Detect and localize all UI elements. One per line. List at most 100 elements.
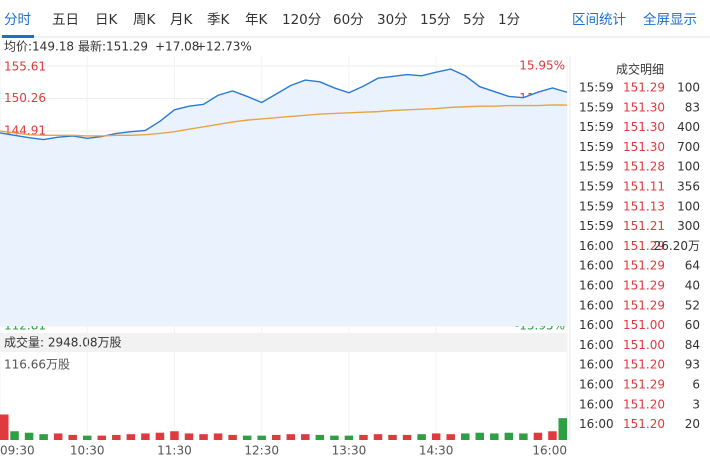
volume-bar (0, 414, 9, 440)
trade-price: 151.29 (623, 81, 665, 95)
volume-bar (155, 432, 165, 440)
y-tick-label: 144.91 (4, 124, 46, 138)
volume-bar (97, 435, 107, 440)
volume-bar (242, 435, 252, 440)
volume-bar (417, 434, 426, 440)
avg-line (0, 104, 568, 137)
tab[interactable]: 年K (245, 12, 268, 28)
volume-bar (286, 434, 296, 440)
trade-price: 151.13 (623, 199, 665, 213)
volume-bar (257, 435, 266, 440)
trade-time: 16:00 (579, 378, 614, 392)
tab[interactable]: 15分 (420, 12, 451, 28)
volume-bar (490, 433, 499, 440)
volume-bar (141, 433, 150, 440)
tab[interactable]: 5分 (463, 12, 485, 28)
x-tick-label: 12:30 (244, 444, 279, 458)
trade-volume: 300 (677, 219, 700, 233)
x-tick-label: 16:00 (532, 444, 567, 458)
price-line (0, 68, 568, 141)
x-tick-label: 09:30 (0, 444, 35, 458)
trade-price: 151.11 (623, 180, 665, 194)
trade-volume: 3 (692, 397, 700, 411)
x-tick-label: 11:30 (157, 444, 192, 458)
volume-bar (126, 434, 136, 440)
trade-time: 15:59 (579, 160, 614, 174)
tab[interactable]: 120分 (282, 12, 321, 28)
tab[interactable]: 日K (95, 12, 118, 28)
tab[interactable]: 分时 (4, 12, 31, 28)
trade-time: 16:00 (579, 279, 614, 293)
trade-volume: 356 (677, 180, 700, 194)
trade-price: 151.29 (623, 378, 665, 392)
volume-bar (82, 435, 92, 440)
change: +17.08 (155, 40, 199, 54)
trade-time: 15:59 (579, 219, 614, 233)
trade-price: 151.20 (623, 417, 665, 431)
tab[interactable]: 周K (133, 12, 156, 28)
volume-axis-label: 116.66万股 (4, 358, 70, 372)
volume-bar (184, 433, 194, 440)
trade-volume: 26.20万 (654, 239, 700, 253)
trade-volume: 20 (685, 417, 700, 431)
volume-bar (504, 432, 514, 440)
trade-time: 15:59 (579, 140, 614, 154)
tab[interactable]: 五日 (52, 12, 79, 28)
volume-bar (315, 434, 325, 440)
volume-bar (344, 435, 354, 440)
trade-time: 16:00 (579, 358, 614, 372)
change-pct: +12.73% (196, 40, 252, 54)
y-tick-label: 150.26 (4, 91, 46, 105)
x-tick-label: 14:30 (419, 444, 454, 458)
trade-time: 16:00 (579, 259, 614, 273)
volume-bar (519, 433, 528, 440)
trade-volume: 6 (692, 378, 700, 392)
volume-bar (359, 434, 368, 440)
active-tab-underline (2, 35, 34, 38)
tab[interactable]: 60分 (333, 12, 364, 28)
volume-bar (112, 434, 121, 440)
trade-price: 151.29 (623, 279, 665, 293)
trade-volume: 700 (677, 140, 700, 154)
volume-bar (330, 435, 339, 440)
volume-bar (199, 434, 208, 440)
volume-bar (53, 433, 63, 440)
volume-bar (228, 434, 237, 440)
volume-bar (24, 432, 34, 440)
tab[interactable]: 30分 (377, 12, 408, 28)
trade-price: 151.29 (623, 239, 665, 253)
volume-bar (373, 434, 383, 440)
volume-bar (68, 434, 77, 440)
trade-price: 151.30 (623, 140, 665, 154)
volume-bar (533, 432, 543, 440)
trade-time: 15:59 (579, 100, 614, 114)
tab-action[interactable]: 全屏显示 (643, 11, 697, 28)
tab[interactable]: 1分 (498, 12, 520, 28)
volume-bar (402, 434, 412, 440)
volume-bar (388, 434, 397, 440)
trade-time: 16:00 (579, 397, 614, 411)
trade-volume: 93 (685, 358, 700, 372)
trade-volume: 100 (677, 160, 700, 174)
trade-time: 15:59 (579, 199, 614, 213)
y2-tick-label: 15.95% (519, 59, 565, 73)
trade-volume: 60 (685, 318, 700, 332)
volume-bar (460, 433, 470, 440)
volume-bar (39, 434, 48, 440)
volume-bar (10, 431, 19, 440)
tab[interactable]: 月K (170, 12, 193, 28)
trade-time: 16:00 (579, 417, 614, 431)
volume-bar (301, 434, 310, 440)
trade-price: 151.29 (623, 298, 665, 312)
tab[interactable]: 季K (207, 12, 230, 28)
tab-action[interactable]: 区间统计 (572, 12, 626, 28)
trade-volume: 100 (677, 199, 700, 213)
trade-time: 16:00 (579, 318, 614, 332)
trade-price: 151.29 (623, 259, 665, 273)
trade-volume: 52 (685, 298, 700, 312)
trade-price: 151.30 (623, 120, 665, 134)
volume-bar (548, 431, 557, 440)
volume-bar (170, 431, 179, 440)
trade-price: 151.30 (623, 100, 665, 114)
trade-volume: 40 (685, 279, 700, 293)
